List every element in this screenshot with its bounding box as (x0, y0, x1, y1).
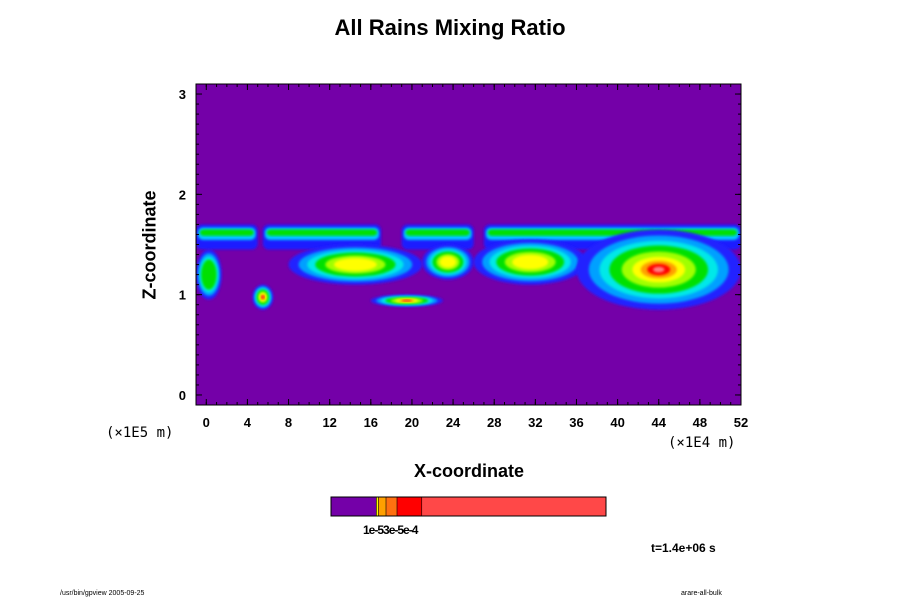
x-tick-label: 32 (528, 415, 542, 430)
colorbar-segment (386, 497, 397, 516)
rain-contour (512, 254, 549, 270)
x-axis-ticks: 0 4 8 12 16 20 24 28 32 36 40 44 48 52 (195, 84, 748, 430)
chart-title: All Rains Mixing Ratio (334, 15, 566, 40)
colorbar (330, 496, 607, 517)
mixing-ratio-field (196, 224, 741, 310)
rain-contour (404, 300, 410, 302)
x-axis-unit: (×1E4 m) (668, 435, 736, 451)
colorbar-segment (397, 497, 422, 516)
x-tick-label: 48 (693, 415, 707, 430)
x-tick-label: 4 (244, 415, 252, 430)
colorbar-segment (421, 497, 606, 516)
colorbar-segment (331, 497, 377, 516)
cloud-band-core (266, 229, 378, 236)
x-tick-label: 0 (203, 415, 210, 430)
x-tick-label: 12 (322, 415, 336, 430)
colorbar-frame (330, 496, 607, 517)
y-tick-label: 3 (179, 87, 186, 102)
rain-contour (333, 258, 377, 271)
x-tick-label: 24 (446, 415, 461, 430)
x-tick-label: 28 (487, 415, 501, 430)
rain-contour (262, 296, 264, 299)
cloud-band-core (200, 229, 254, 236)
x-axis-label: X-coordinate (413, 461, 524, 481)
x-tick-label: 36 (569, 415, 583, 430)
y-tick-label: 1 (179, 288, 186, 303)
x-tick-label: 20 (405, 415, 419, 430)
x-tick-label: 52 (734, 415, 748, 430)
rain-contour (201, 259, 217, 290)
time-label: t=1.4e+06 s (651, 541, 716, 555)
colorbar-segment (378, 497, 386, 516)
cloud-band-core (405, 229, 470, 236)
footer-right: arare-all-bulk (681, 590, 722, 597)
y-tick-label: 2 (179, 187, 186, 202)
x-tick-label: 8 (285, 415, 292, 430)
y-axis-unit: (×1E5 m) (106, 425, 174, 441)
footer-left: /usr/bin/gpview 2005-09-25 (60, 590, 145, 597)
colorbar-segment (376, 497, 379, 516)
rain-contour (652, 266, 665, 273)
y-axis-ticks: 0 1 2 3 (179, 87, 741, 403)
rain-contour (439, 256, 457, 268)
x-tick-label: 44 (652, 415, 667, 430)
y-tick-label: 0 (179, 388, 186, 403)
colorbar-tick-label: 1e-53e-5e-4 (363, 523, 418, 537)
x-tick-label: 16 (364, 415, 378, 430)
x-tick-label: 40 (610, 415, 624, 430)
y-axis-label: Z-coordinate (139, 190, 160, 300)
